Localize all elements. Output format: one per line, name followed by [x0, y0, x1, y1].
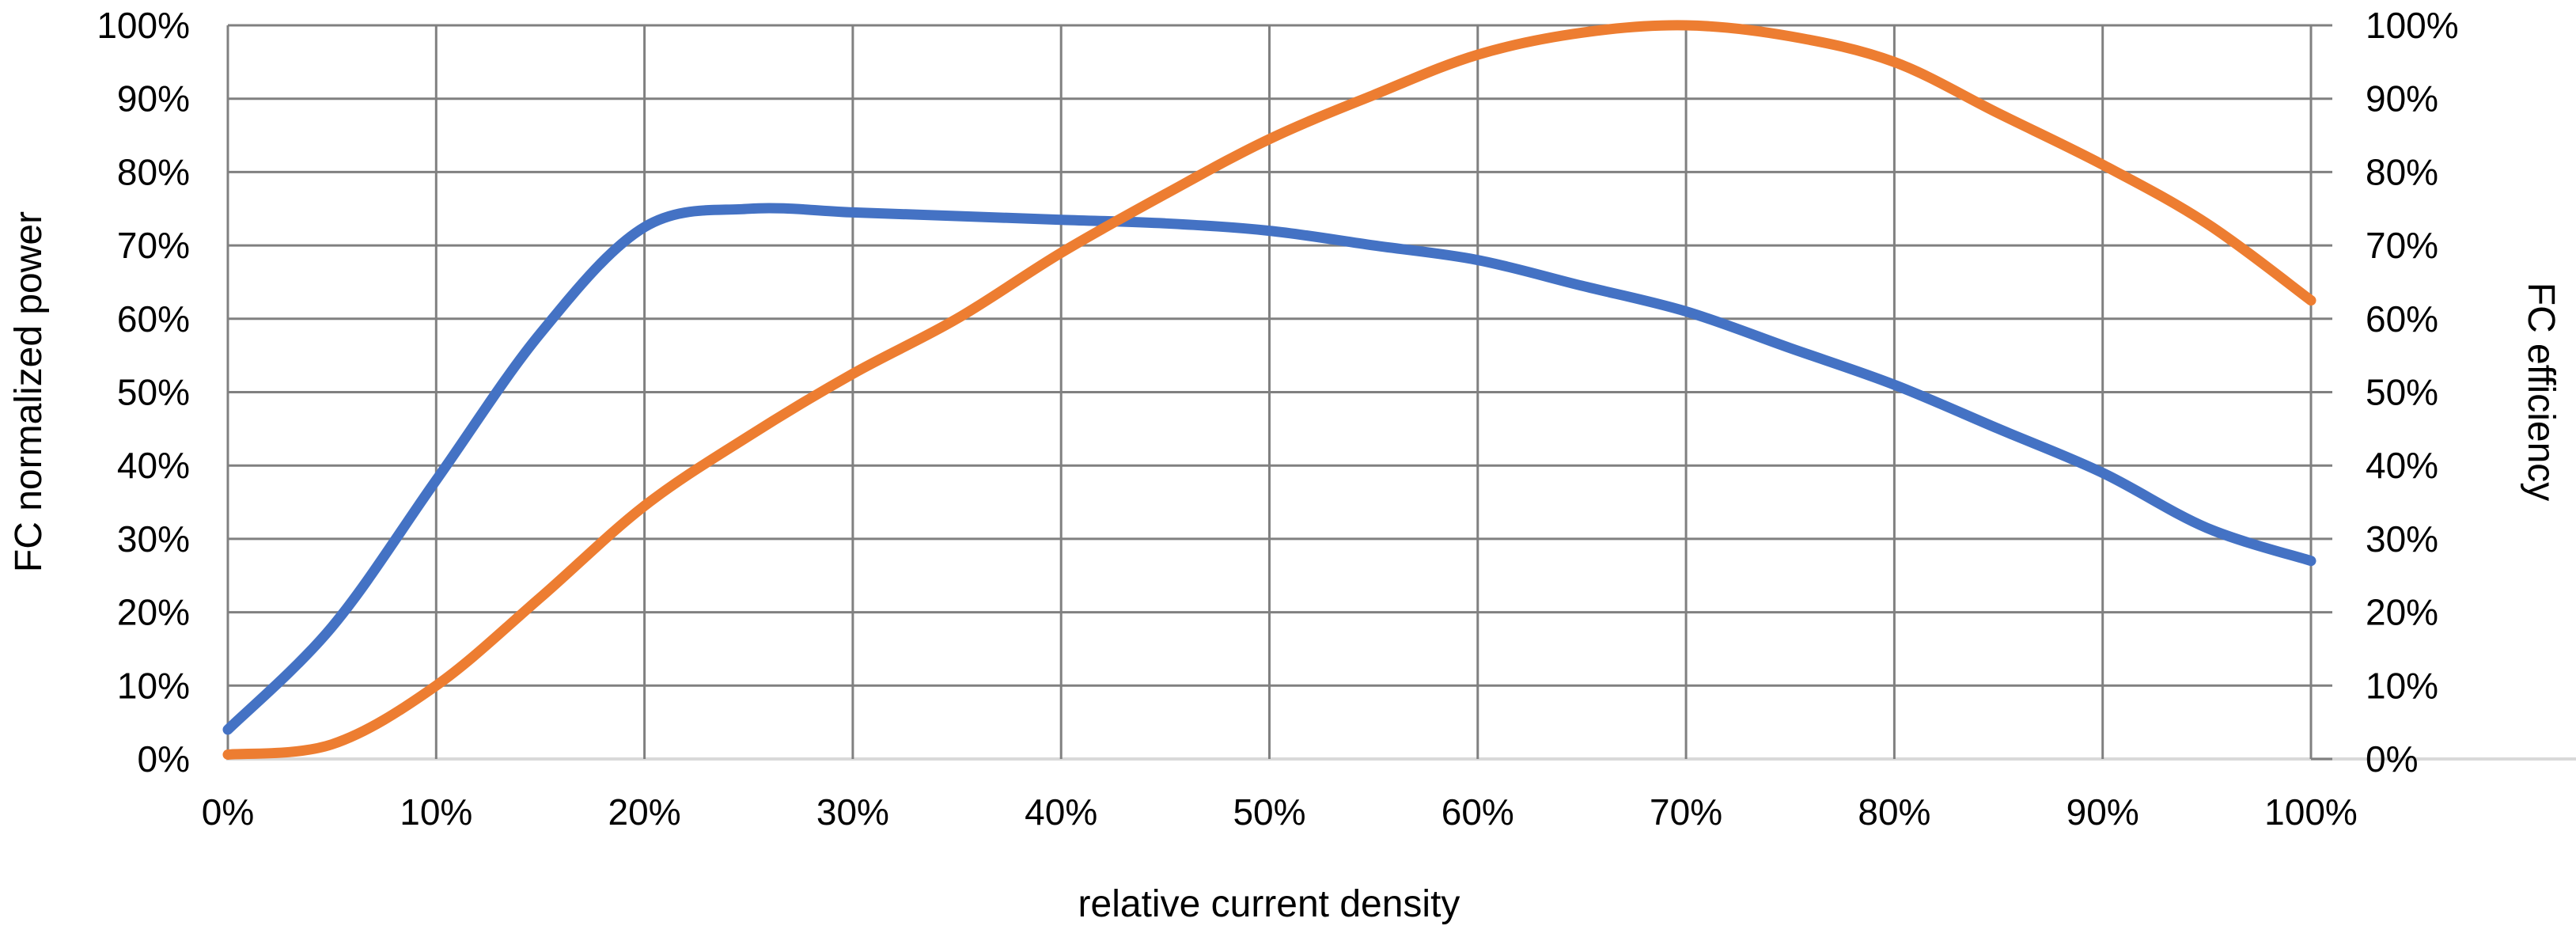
- x-tick-label: 20%: [608, 791, 681, 833]
- x-tick-label: 30%: [816, 791, 889, 833]
- y-axis-title-left: FC normalized power: [8, 211, 50, 572]
- x-tick-label: 60%: [1441, 791, 1514, 833]
- y-tick-label-left: 100%: [97, 5, 190, 46]
- x-tick-label: 70%: [1650, 791, 1722, 833]
- x-tick-label: 100%: [2264, 791, 2358, 833]
- series-line-fc-efficiency: [222, 203, 2317, 735]
- x-tick-label: 80%: [1858, 791, 1930, 833]
- y-tick-label-right: 80%: [2366, 151, 2438, 192]
- y-tick-label-right: 20%: [2366, 592, 2438, 633]
- y-tick-label-left: 70%: [117, 225, 190, 266]
- y-tick-label-right: 70%: [2366, 225, 2438, 266]
- y-tick-label-left: 40%: [117, 445, 190, 486]
- x-tick-label: 10%: [400, 791, 472, 833]
- x-tick-label: 90%: [2066, 791, 2139, 833]
- y-tick-label-right: 60%: [2366, 298, 2438, 340]
- x-tick-label: 0%: [202, 791, 254, 833]
- y-tick-label-right: 100%: [2366, 5, 2459, 46]
- x-tick-label: 50%: [1233, 791, 1305, 833]
- y-tick-label-left: 30%: [117, 518, 190, 560]
- grid-layer: [226, 24, 2576, 761]
- y-tick-label-left: 80%: [117, 151, 190, 192]
- tick-layer: [2311, 24, 2332, 761]
- y-tick-label-left: 60%: [117, 298, 190, 340]
- x-tick-label: 40%: [1025, 791, 1097, 833]
- series-layer: [222, 20, 2317, 760]
- y-tick-label-left: 0%: [138, 738, 190, 780]
- series-line-fc-normalized-power: [222, 20, 2317, 760]
- label-layer: 0%10%20%30%40%50%60%70%80%90%100%0%10%20…: [97, 5, 2458, 833]
- y-tick-label-right: 0%: [2366, 738, 2418, 780]
- y-tick-label-right: 40%: [2366, 445, 2438, 486]
- y-tick-label-right: 90%: [2366, 78, 2438, 120]
- y-tick-label-left: 20%: [117, 592, 190, 633]
- y-tick-label-left: 90%: [117, 78, 190, 120]
- y-axis-title-right: FC efficiency: [2520, 283, 2562, 502]
- x-axis-title: relative current density: [1078, 883, 1460, 925]
- y-tick-label-left: 10%: [117, 665, 190, 706]
- y-tick-label-left: 50%: [117, 372, 190, 413]
- y-tick-label-right: 30%: [2366, 518, 2438, 560]
- y-tick-label-right: 50%: [2366, 372, 2438, 413]
- y-tick-label-right: 10%: [2366, 665, 2438, 706]
